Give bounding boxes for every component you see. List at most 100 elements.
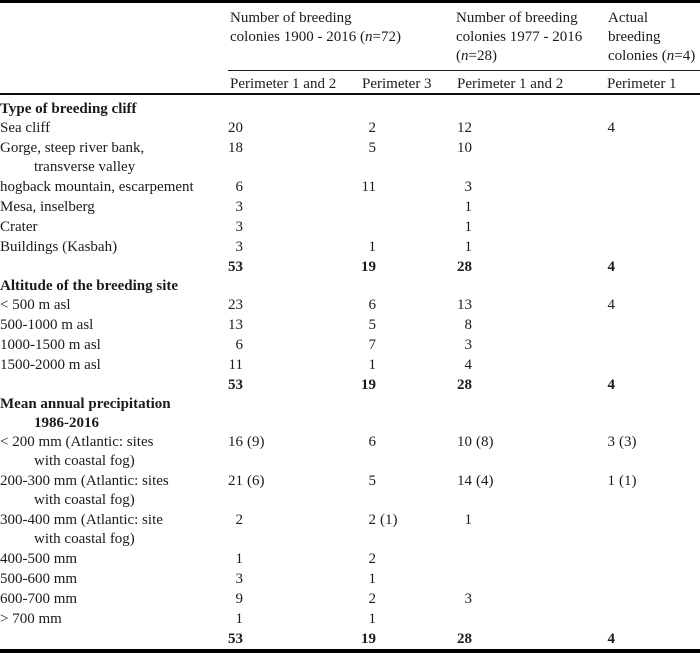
cell-value: 6 — [235, 179, 244, 195]
cell-value: 14 — [457, 473, 472, 489]
section-title: Altitude of the breeding site — [0, 278, 179, 294]
group-header-text: =72) — [372, 29, 401, 45]
cell-value: 10 — [457, 434, 472, 450]
row-label: < 200 mm (Atlantic: sites with coastal f… — [0, 434, 154, 469]
table-row: Buildings (Kasbah) 3 1 1 — [0, 238, 700, 258]
cell-value: 4 — [607, 297, 616, 313]
cell-value: 1 — [368, 571, 377, 587]
cell-paren-value: (9) — [247, 434, 265, 450]
cell-value: 11 — [228, 357, 243, 373]
column-group-header-1977-2016: Number of breeding colonies 1977 - 2016 … — [456, 9, 618, 66]
cell-value: 23 — [228, 297, 243, 313]
cell-paren-value: (6) — [247, 473, 265, 489]
column-header-perimeter-1-and-2b: Perimeter 1 and 2 — [457, 76, 564, 92]
cell-value: 1 — [235, 551, 244, 567]
cell-value: 3 — [464, 591, 473, 607]
cell-value: 6 — [235, 337, 244, 353]
table-body: Type of breeding cliff Sea cliff 20 2 12 4 Gor… — [0, 95, 700, 649]
table-row: 300-400 mm (Atlantic: site with coastal … — [0, 511, 700, 550]
row-label: 500-1000 m asl — [0, 317, 94, 333]
total-value: 4 — [607, 631, 616, 647]
cell-value: 5 — [368, 140, 377, 156]
cell-paren-value: (1) — [380, 512, 398, 528]
group-header-text: Actual breeding colonies ( — [608, 10, 667, 64]
cell-value: 13 — [228, 317, 243, 333]
total-value: 19 — [361, 259, 376, 275]
total-value: 53 — [228, 377, 243, 393]
cell-value: 11 — [361, 179, 376, 195]
total-row: 53 19 28 4 — [0, 630, 700, 649]
cell-value: 7 — [368, 337, 377, 353]
row-label: 1500-2000 m asl — [0, 357, 101, 373]
cell-value: 12 — [457, 120, 472, 136]
cell-value: 16 — [228, 434, 243, 450]
cell-value: 4 — [464, 357, 473, 373]
table-row: Crater 3 1 — [0, 218, 700, 238]
table-row: 1000-1500 m asl 6 7 3 — [0, 336, 700, 356]
cell-value: 1 — [368, 239, 377, 255]
total-row: 53 19 28 4 — [0, 376, 700, 395]
total-value: 4 — [607, 259, 616, 275]
table-row: < 200 mm (Atlantic: sites with coastal f… — [0, 433, 700, 472]
table-header: Number of breeding colonies 1900 - 2016 … — [0, 3, 700, 95]
row-label: Mesa, inselberg — [0, 199, 95, 215]
table-row: 500-1000 m asl 13 5 8 — [0, 316, 700, 336]
cell-paren-value: (4) — [476, 473, 494, 489]
total-value: 28 — [457, 259, 472, 275]
cell-value: 1 — [464, 219, 473, 235]
group-header-text: =4) — [674, 48, 696, 64]
column-group-header-1900-2016: Number of breeding colonies 1900 - 2016 … — [230, 9, 448, 47]
cell-value: 2 — [368, 120, 377, 136]
section-title: Type of breeding cliff — [0, 101, 137, 117]
row-label: 400-500 mm — [0, 551, 78, 567]
row-label: 300-400 mm (Atlantic: site with coastal … — [0, 512, 163, 547]
cell-value: 13 — [457, 297, 472, 313]
section-title: Mean annual precipitation 1986-2016 — [0, 396, 171, 431]
row-label: 500-600 mm — [0, 571, 78, 587]
table-row: > 700 mm 1 1 — [0, 610, 700, 630]
sample-size-n: n — [666, 48, 675, 64]
total-value: 53 — [228, 631, 243, 647]
cell-value: 1 — [464, 239, 473, 255]
cell-paren-value: (3) — [619, 434, 637, 450]
row-label: Crater — [0, 219, 38, 235]
cell-value: 3 — [235, 219, 244, 235]
row-label: hogback mountain, escarpement — [0, 179, 194, 195]
group-header-text: Number of breeding colonies 1900 - 2016 … — [230, 10, 365, 45]
column-header-perimeter-1: Perimeter 1 — [607, 76, 677, 92]
row-label: Gorge, steep river bank, transverse vall… — [0, 140, 145, 175]
cell-value: 3 — [464, 337, 473, 353]
table-row: 200-300 mm (Atlantic: sites with coastal… — [0, 472, 700, 511]
column-header-perimeter-3: Perimeter 3 — [362, 76, 432, 92]
sample-size-n: n — [364, 29, 373, 45]
table-row: Gorge, steep river bank, transverse vall… — [0, 139, 700, 178]
total-row: 53 19 28 4 — [0, 258, 700, 277]
row-label: 1000-1500 m asl — [0, 337, 101, 353]
sample-size-n: n — [461, 48, 469, 64]
cell-value: 4 — [607, 120, 616, 136]
cell-value: 8 — [464, 317, 473, 333]
cell-value: 2 — [235, 512, 244, 528]
cell-value: 3 — [235, 239, 244, 255]
cell-value: 1 — [368, 357, 377, 373]
cell-value: 1 — [464, 199, 473, 215]
column-header-perimeter-1-and-2: Perimeter 1 and 2 — [230, 76, 337, 92]
cell-value: 1 — [464, 512, 473, 528]
cell-value: 20 — [228, 120, 243, 136]
table-row: 1500-2000 m asl 11 1 4 — [0, 356, 700, 376]
cell-value: 1 — [368, 611, 377, 627]
cell-value: 5 — [368, 473, 377, 489]
table-row: hogback mountain, escarpement 6 11 3 — [0, 178, 700, 198]
cell-paren-value: (1) — [619, 473, 637, 489]
cell-value: 18 — [228, 140, 243, 156]
cell-value: 1 — [235, 611, 244, 627]
cell-value: 10 — [457, 140, 472, 156]
group-header-text: Number of breeding colonies 1977 - 2016 … — [456, 10, 583, 64]
table-row: Sea cliff 20 2 12 4 — [0, 119, 700, 139]
cell-value: 6 — [368, 297, 377, 313]
cell-value: 3 — [235, 199, 244, 215]
total-value: 28 — [457, 631, 472, 647]
header-divider-rule — [228, 70, 700, 71]
row-label: 600-700 mm — [0, 591, 78, 607]
